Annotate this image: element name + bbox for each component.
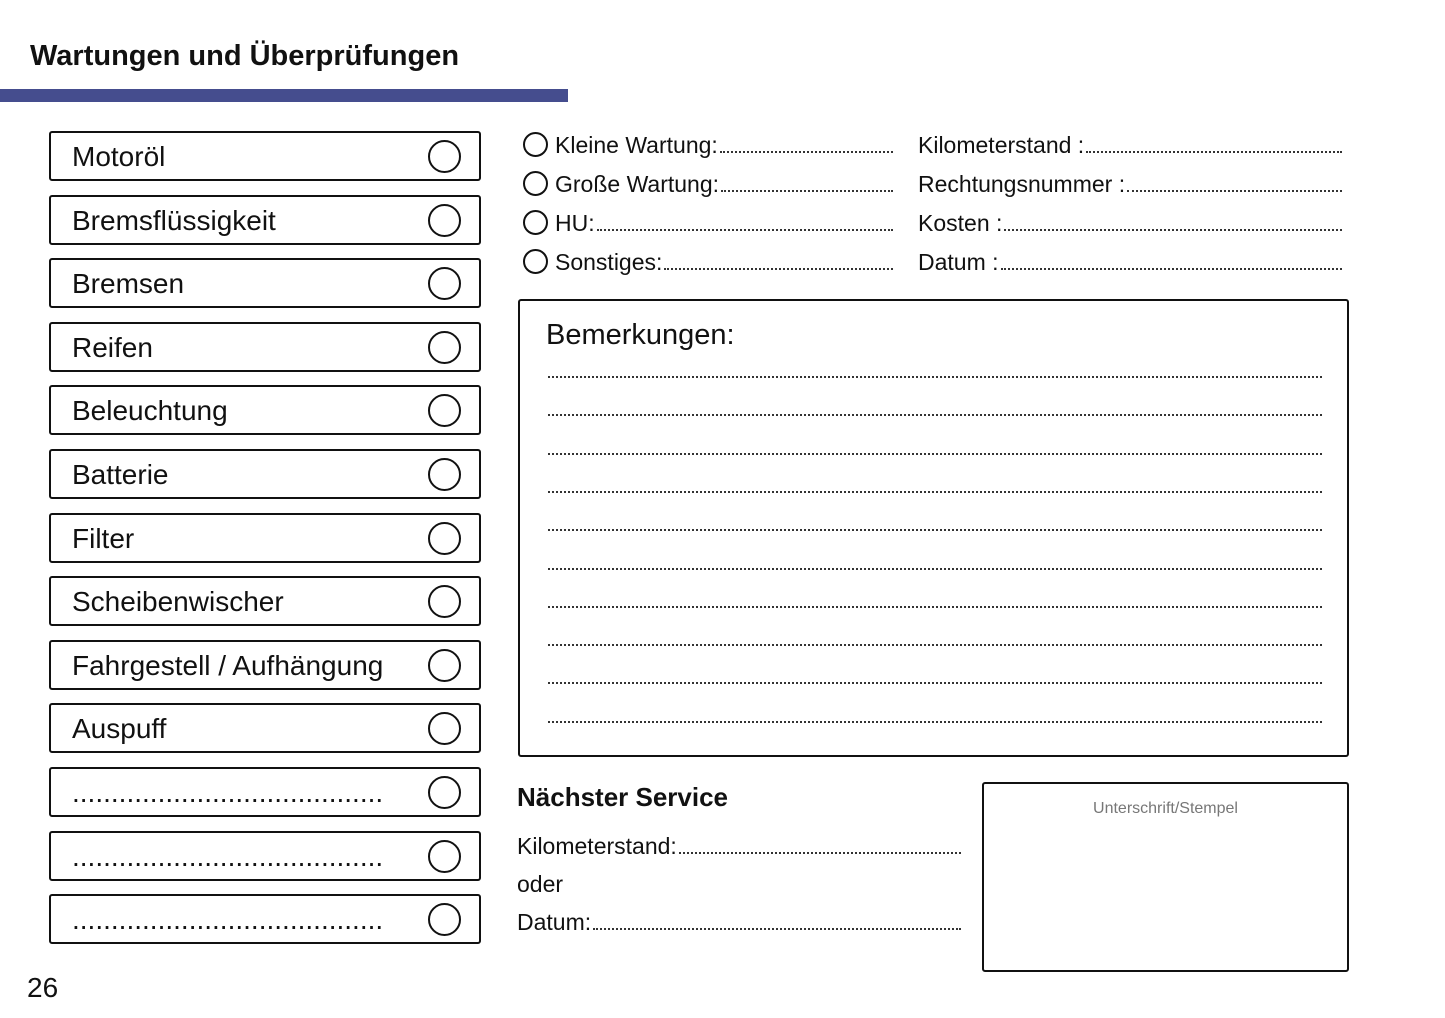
checklist-item[interactable]: ........................................	[49, 894, 481, 945]
detail-field[interactable]: Rechtungsnummer :	[918, 168, 1342, 198]
checklist-item-label: ........................................	[72, 904, 384, 936]
dotted-line	[664, 268, 893, 270]
radio-circle-icon[interactable]	[523, 248, 548, 274]
checklist-item[interactable]: Filter	[49, 512, 481, 563]
or-label: oder	[517, 871, 564, 897]
checklist-item-label: Scheibenwischer	[72, 586, 284, 618]
page-number: 26	[27, 972, 59, 1003]
remarks-dotted-line[interactable]	[548, 452, 1322, 455]
dotted-line	[678, 852, 961, 854]
checklist-item[interactable]: Fahrgestell / Aufhängung	[49, 639, 481, 690]
remarks-dotted-line[interactable]	[548, 720, 1322, 723]
remarks-box: Bemerkungen:	[518, 299, 1349, 757]
checklist-item[interactable]: Scheibenwischer	[49, 576, 481, 627]
detail-label: Kosten :	[918, 210, 1003, 236]
checklist-item-label: Beleuchtung	[72, 395, 228, 427]
service-type-option[interactable]: Große Wartung:	[523, 168, 893, 198]
checklist-item-label: Bremsflüssigkeit	[72, 204, 276, 236]
next-service-km-field[interactable]: Kilometerstand:	[517, 830, 961, 860]
checkbox-circle-icon[interactable]	[428, 394, 461, 428]
remarks-dotted-line[interactable]	[548, 490, 1322, 493]
service-type-option[interactable]: HU:	[523, 207, 893, 237]
remarks-title: Bemerkungen:	[546, 319, 735, 351]
service-type-label: Sonstiges:	[555, 249, 663, 275]
remarks-dotted-line[interactable]	[548, 567, 1322, 570]
checkbox-circle-icon[interactable]	[428, 140, 461, 173]
checklist-item-label: Filter	[72, 522, 135, 554]
checklist-item-label: Fahrgestell / Aufhängung	[72, 649, 384, 681]
checklist-item[interactable]: ........................................	[49, 830, 481, 881]
remarks-dotted-line[interactable]	[548, 644, 1322, 647]
checkbox-circle-icon[interactable]	[428, 521, 461, 555]
checkbox-circle-icon[interactable]	[428, 839, 461, 873]
checklist-item[interactable]: Auspuff	[49, 703, 481, 754]
dotted-line	[1086, 151, 1342, 153]
dotted-line	[593, 928, 961, 930]
checklist-item[interactable]: Beleuchtung	[49, 385, 481, 436]
checkbox-circle-icon[interactable]	[428, 267, 461, 301]
service-type-label: Große Wartung:	[555, 171, 720, 197]
checkbox-circle-icon[interactable]	[428, 330, 461, 364]
detail-label: Kilometerstand :	[918, 132, 1085, 158]
next-service-date-field[interactable]: Datum:	[517, 906, 961, 936]
radio-circle-icon[interactable]	[523, 131, 548, 157]
next-service-title: Nächster Service	[517, 782, 729, 812]
checkbox-circle-icon[interactable]	[428, 776, 461, 809]
checkbox-circle-icon[interactable]	[428, 712, 461, 746]
detail-field[interactable]: Datum :	[918, 246, 1342, 276]
service-type-label: Kleine Wartung:	[555, 132, 718, 158]
dotted-line	[596, 229, 893, 231]
detail-field[interactable]: Kosten :	[918, 207, 1342, 237]
checklist-item[interactable]: Reifen	[49, 321, 481, 372]
next-service-or: oder	[517, 868, 563, 898]
dotted-line	[1127, 190, 1342, 192]
dotted-line	[1004, 229, 1342, 231]
service-type-option[interactable]: Sonstiges:	[523, 246, 893, 276]
checklist-item-label: Auspuff	[72, 713, 167, 745]
service-type-option[interactable]: Kleine Wartung:	[523, 129, 893, 159]
remarks-dotted-line[interactable]	[548, 529, 1322, 532]
next-service-date-label: Datum:	[517, 909, 592, 935]
title-underline-bar	[0, 89, 568, 102]
checklist-item-label: ........................................	[72, 777, 384, 808]
checklist-item[interactable]: Bremsen	[49, 258, 481, 309]
next-service-km-label: Kilometerstand:	[517, 833, 677, 859]
checkbox-circle-icon[interactable]	[428, 903, 461, 937]
checklist-item[interactable]: Motoröl	[49, 131, 481, 181]
remarks-dotted-line[interactable]	[548, 376, 1322, 378]
detail-label: Datum :	[918, 249, 999, 275]
checklist-item-label: Reifen	[72, 331, 153, 363]
page-title: Wartungen und Überprüfungen	[30, 40, 460, 72]
checkbox-circle-icon[interactable]	[428, 585, 461, 619]
dotted-line	[719, 151, 893, 153]
service-type-label: HU:	[555, 210, 595, 236]
checklist-item[interactable]: ........................................	[49, 767, 481, 817]
checklist-item[interactable]: Batterie	[49, 449, 481, 499]
dotted-line	[1000, 268, 1342, 270]
signature-label: Unterschrift/Stempel	[1093, 800, 1238, 817]
remarks-dotted-line[interactable]	[548, 605, 1322, 608]
dotted-line	[721, 190, 893, 192]
checklist-item-label: Motoröl	[72, 141, 166, 172]
signature-box[interactable]: Unterschrift/Stempel	[982, 782, 1349, 972]
radio-circle-icon[interactable]	[523, 209, 548, 235]
checklist-item-label: ........................................	[72, 840, 384, 872]
checklist-item[interactable]: Bremsflüssigkeit	[49, 194, 481, 245]
remarks-dotted-line[interactable]	[548, 682, 1322, 685]
checkbox-circle-icon[interactable]	[428, 458, 461, 491]
checkbox-circle-icon[interactable]	[428, 648, 461, 682]
remarks-dotted-line[interactable]	[548, 414, 1322, 417]
checklist-item-label: Bremsen	[72, 268, 185, 300]
radio-circle-icon[interactable]	[523, 170, 548, 196]
checkbox-circle-icon[interactable]	[428, 203, 461, 237]
detail-label: Rechtungsnummer :	[918, 171, 1126, 197]
detail-field[interactable]: Kilometerstand :	[918, 129, 1342, 159]
checklist-item-label: Batterie	[72, 459, 169, 490]
